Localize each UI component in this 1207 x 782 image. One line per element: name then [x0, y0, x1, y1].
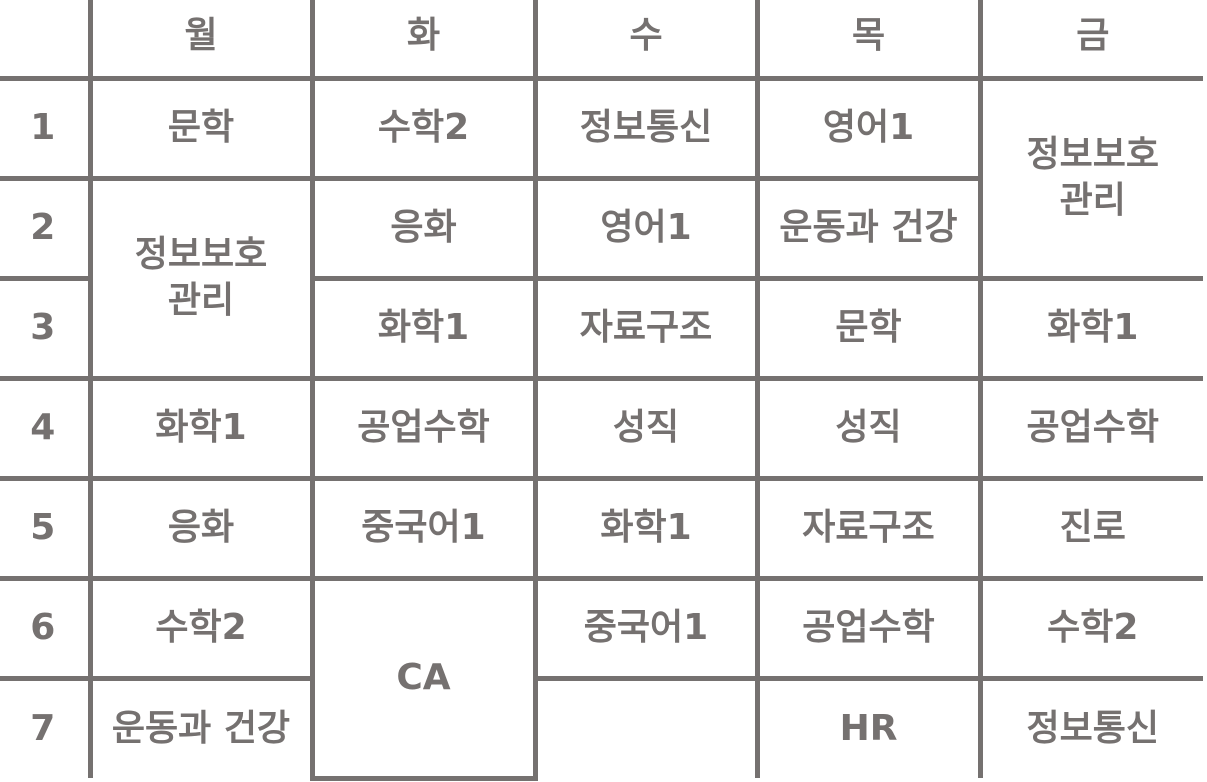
wed-p2: 영어1: [532, 175, 760, 281]
period-row-2: 2 정보보호 관리 응화 영어1 운동과 건강: [0, 175, 1203, 381]
mon-p1: 문학: [87, 75, 315, 181]
period-label-6: 6: [0, 575, 93, 681]
mon-p7: 운동과 건강: [87, 675, 315, 778]
day-header-thu: 목: [754, 0, 983, 81]
thu-p4: 성직: [754, 375, 983, 481]
mon-p4: 화학1: [87, 375, 315, 481]
tue-p4: 공업수학: [309, 375, 538, 481]
thu-p5: 자료구조: [754, 475, 983, 581]
header-row: 월 화 수 목 금: [0, 0, 1203, 81]
day-header-fri: 금: [977, 0, 1203, 81]
period-label-5: 5: [0, 475, 93, 581]
tue-p3: 화학1: [309, 275, 538, 381]
tue-p2: 응화: [309, 175, 538, 281]
fri-p1-2: 정보보호 관리: [977, 75, 1203, 281]
wed-p1: 정보통신: [532, 75, 760, 181]
mon-p6: 수학2: [87, 575, 315, 681]
day-header-tue: 화: [309, 0, 538, 81]
thu-p1: 영어1: [754, 75, 983, 181]
period-row-5: 5 응화 중국어1 화학1 자료구조 진로: [0, 475, 1203, 581]
fri-p6: 수학2: [977, 575, 1203, 681]
wed-p7: [532, 675, 760, 778]
period-label-3: 3: [0, 275, 93, 381]
corner-cell: [0, 0, 93, 81]
thu-p7: HR: [754, 675, 983, 778]
tue-p5: 중국어1: [309, 475, 538, 581]
fri-p1-2-text: 정보보호 관리: [1026, 134, 1159, 221]
mon-p2-3-text: 정보보호 관리: [134, 234, 268, 321]
period-row-7: 7 운동과 건강 HR 정보통신: [0, 675, 1203, 778]
thu-p6: 공업수학: [754, 575, 983, 681]
fri-p7: 정보통신: [977, 675, 1203, 778]
period-row-4: 4 화학1 공업수학 성직 성직 공업수학: [0, 375, 1203, 481]
mon-p5: 응화: [87, 475, 315, 581]
tue-p6-7: CA: [309, 575, 538, 781]
wed-p4: 성직: [532, 375, 760, 481]
day-header-wed: 수: [532, 0, 760, 81]
period-row-3: 3 화학1 자료구조 문학 화학1: [0, 275, 1203, 381]
wed-p5: 화학1: [532, 475, 760, 581]
period-row-6: 6 수학2 CA 중국어1 공업수학 수학2: [0, 575, 1203, 781]
fri-p4: 공업수학: [977, 375, 1203, 481]
fri-p5: 진로: [977, 475, 1203, 581]
period-row-1: 1 문학 수학2 정보통신 영어1 정보보호 관리: [0, 75, 1203, 281]
tue-p1: 수학2: [309, 75, 538, 181]
period-label-4: 4: [0, 375, 93, 481]
period-label-7: 7: [0, 675, 93, 778]
period-label-1: 1: [0, 75, 93, 181]
thu-p2: 운동과 건강: [754, 175, 983, 281]
mon-p2-3: 정보보호 관리: [87, 175, 315, 381]
day-header-mon: 월: [87, 0, 315, 81]
wed-p6: 중국어1: [532, 575, 760, 681]
wed-p3: 자료구조: [532, 275, 760, 381]
fri-p3: 화학1: [977, 275, 1203, 381]
thu-p3: 문학: [754, 275, 983, 381]
period-label-2: 2: [0, 175, 93, 281]
